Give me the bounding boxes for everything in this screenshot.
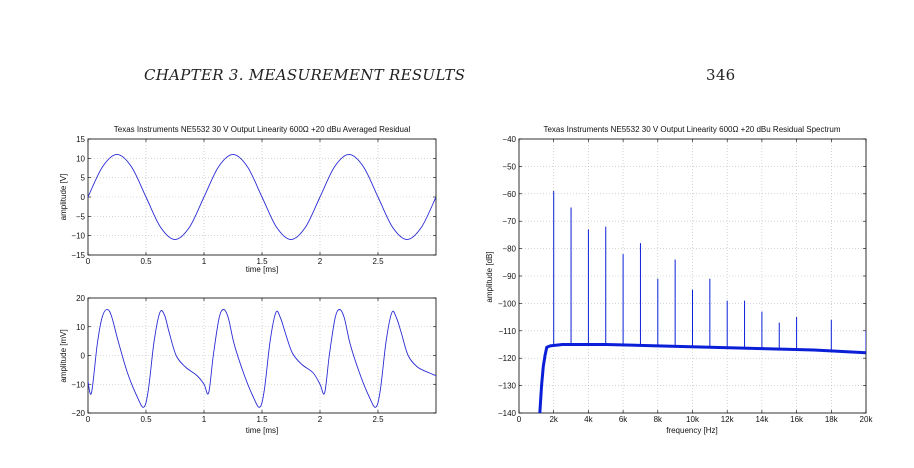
x-tick-label: 14k [755,415,769,424]
y-axis-label: amplitude [dB] [485,251,494,302]
y-tick-label: 15 [76,135,85,144]
x-tick-label: 18k [825,415,839,424]
y-tick-label: −20 [71,409,85,418]
y-tick-label: 5 [81,174,86,183]
y-tick-label: 10 [76,323,85,332]
y-tick-label: −90 [502,272,516,281]
x-tick-label: 1 [202,257,207,266]
residual-spectrum-chart: Texas Instruments NE5532 30 V Output Lin… [485,125,873,435]
x-tick-label: 2 [318,257,323,266]
y-tick-label: −10 [71,380,85,389]
y-tick-label: −80 [502,245,516,254]
x-tick-label: 10k [686,415,700,424]
y-axis-label: amplitude [mV] [59,329,68,382]
y-tick-label: −110 [499,327,517,336]
x-tick-label: 0 [86,415,91,424]
noise-floor-line [538,343,866,413]
averaged-residual-millivolts-chart: time [ms] amplitude [mV] 0 0.5 1 1.5 2 2.5 −20… [59,294,437,435]
chapter-heading: CHAPTER 3. MEASUREMENT RESULTS [144,66,466,84]
x-axis-label: time [ms] [246,426,278,435]
x-tick-label: 0.5 [140,415,152,424]
y-axis-label: amplitude [V] [59,174,68,221]
y-tick-label: −100 [498,299,517,308]
y-tick-label: −70 [502,217,516,226]
page-number: 346 [706,66,736,84]
y-tick-label: −130 [498,382,517,391]
x-tick-label: 16k [790,415,804,424]
x-tick-label: 2k [549,415,558,424]
y-tick-label: −10 [71,232,85,241]
y-tick-label: −140 [498,409,517,418]
x-tick-label: 1.5 [256,415,268,424]
x-tick-label: 0.5 [140,257,152,266]
chart-title: Texas Instruments NE5532 30 V Output Lin… [543,125,840,134]
y-tick-label: −50 [502,162,516,171]
y-tick-label: −5 [76,212,86,221]
x-tick-label: 2.5 [372,415,384,424]
x-tick-label: 1.5 [256,257,268,266]
y-tick-label: 0 [81,193,86,202]
x-tick-label: 4k [584,415,593,424]
series-line [88,154,436,240]
x-axis-label: frequency [Hz] [666,426,718,435]
y-tick-label: 0 [81,352,86,361]
x-tick-label: 6k [619,415,628,424]
x-tick-label: 20k [860,415,874,424]
x-tick-label: 0 [86,257,91,266]
x-axis-label: time [ms] [246,265,278,274]
y-tick-label: −60 [502,190,516,199]
page-header: CHAPTER 3. MEASUREMENT RESULTS 346 [144,66,744,88]
x-tick-label: 1 [202,415,207,424]
averaged-residual-volts-chart: Texas Instruments NE5532 30 V Output Lin… [59,125,437,274]
y-tick-label: 10 [76,154,85,163]
y-tick-label: 20 [76,294,85,303]
series-line [88,308,436,408]
chart-title: Texas Instruments NE5532 30 V Output Lin… [114,125,411,134]
y-tick-label: −40 [502,135,516,144]
x-tick-label: 2 [318,415,323,424]
x-tick-label: 0 [517,415,522,424]
x-tick-label: 2.5 [372,257,384,266]
x-tick-label: 12k [721,415,735,424]
y-tick-label: −15 [71,251,85,260]
y-tick-label: −120 [498,354,517,363]
x-tick-label: 8k [654,415,663,424]
